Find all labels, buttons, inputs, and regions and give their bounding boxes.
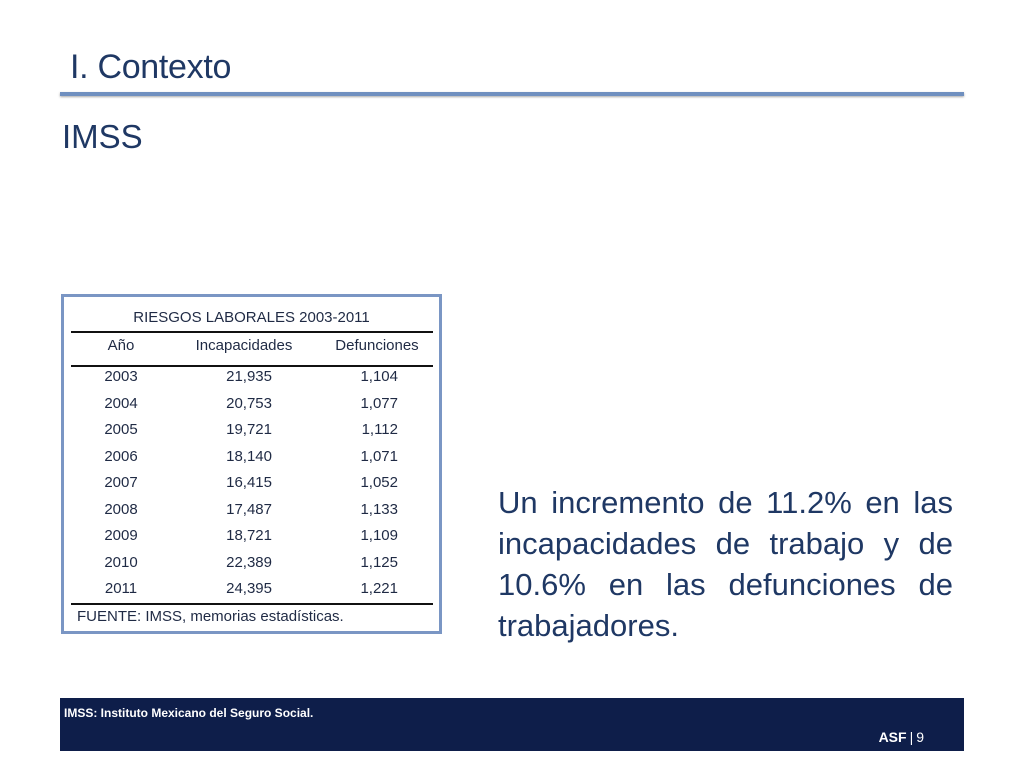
cell-year: 2006	[104, 447, 138, 465]
cell-incapacidades: 18,721	[226, 527, 272, 544]
table-row: 2011 24,395 1,221	[64, 580, 439, 607]
cell-year: 2005	[104, 421, 138, 438]
cell-incapacidades: 20,753	[226, 394, 272, 412]
slide-subtitle: IMSS	[62, 118, 143, 155]
cell-defunciones: 1,112	[361, 421, 398, 438]
column-header-year: Año	[107, 337, 135, 354]
cell-incapacidades: 18,140	[226, 447, 272, 465]
cell-year: 2003	[104, 368, 138, 385]
cell-defunciones: 1,077	[360, 394, 398, 412]
cell-defunciones: 1,104	[360, 368, 398, 385]
table-row: 2010 22,389 1,125	[64, 554, 439, 581]
footer-brand: ASF | 9	[879, 729, 924, 745]
cell-defunciones: 1,052	[360, 474, 398, 491]
table-row: 2004 20,753 1,077	[64, 395, 439, 422]
table-body: 2003 21,935 1,104 2004 20,753 1,077 2005…	[64, 368, 439, 607]
cell-incapacidades: 22,389	[226, 553, 272, 571]
table-row: 2008 17,487 1,133	[64, 501, 439, 528]
table-top-rule	[71, 331, 433, 333]
cell-incapacidades: 19,721	[226, 421, 272, 438]
column-header-defunciones: Defunciones	[335, 337, 419, 354]
cell-defunciones: 1,221	[360, 580, 398, 597]
table-bottom-rule	[71, 603, 433, 605]
table-row: 2009 18,721 1,109	[64, 527, 439, 554]
page-number: 9	[916, 729, 924, 745]
cell-defunciones: 1,071	[360, 447, 398, 465]
brand-separator: |	[909, 729, 914, 745]
table-header-rule	[71, 365, 433, 367]
table-row: 2003 21,935 1,104	[64, 368, 439, 395]
table-row: 2005 19,721 1,112	[64, 421, 439, 448]
header-divider	[60, 92, 964, 96]
table-title: RIESGOS LABORALES 2003-2011	[133, 309, 370, 326]
cell-year: 2009	[104, 527, 138, 544]
summary-note: Un incremento de 11.2% en las incapacida…	[498, 485, 953, 643]
brand-label: ASF	[878, 729, 907, 745]
cell-defunciones: 1,133	[360, 500, 398, 518]
table-row: 2006 18,140 1,071	[64, 448, 439, 475]
cell-defunciones: 1,109	[360, 527, 398, 544]
cell-year: 2007	[104, 474, 138, 491]
table-row: 2007 16,415 1,052	[64, 474, 439, 501]
risks-table: RIESGOS LABORALES 2003-2011 Año Incapaci…	[61, 294, 442, 634]
cell-year: 2010	[104, 553, 138, 571]
column-header-incapacidades: Incapacidades	[195, 337, 293, 354]
cell-incapacidades: 17,487	[226, 500, 272, 518]
cell-incapacidades: 16,415	[226, 474, 272, 491]
footer-abbreviation-note: IMSS: Instituto Mexicano del Seguro Soci…	[64, 706, 314, 720]
cell-defunciones: 1,125	[360, 553, 398, 571]
slide-title: I. Contexto	[70, 48, 232, 86]
cell-year: 2011	[104, 580, 138, 597]
footer-bar: IMSS: Instituto Mexicano del Seguro Soci…	[60, 698, 964, 751]
cell-incapacidades: 24,395	[226, 580, 272, 597]
cell-year: 2008	[104, 500, 138, 518]
table-source: FUENTE: IMSS, memorias estadísticas.	[77, 608, 344, 625]
cell-incapacidades: 21,935	[226, 368, 272, 385]
cell-year: 2004	[104, 394, 138, 412]
